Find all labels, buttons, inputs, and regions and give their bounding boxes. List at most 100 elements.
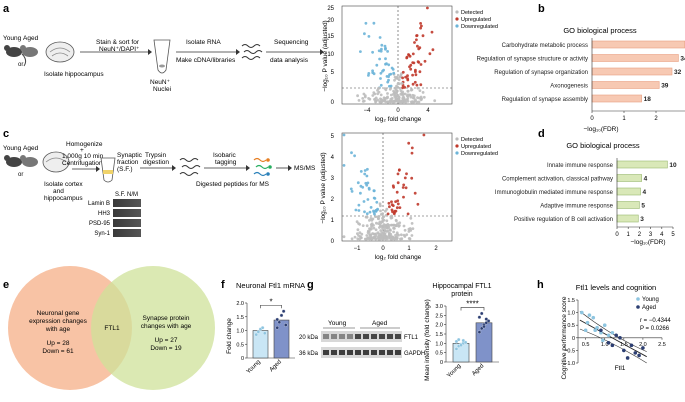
volcano-point [421, 34, 425, 38]
centrifuge-speed-text: 1,000g 10 min [62, 153, 104, 160]
tube-icon-c [100, 157, 116, 183]
panel-b-xlabel: −log₁₀(FDR) [583, 126, 618, 133]
volcano-point [398, 224, 401, 227]
volcano-c-xtick-1: 0 [381, 246, 385, 252]
volcano-point [378, 220, 382, 224]
volcano-point [382, 233, 386, 236]
panel-h-letter: h [537, 279, 544, 291]
volcano-point [367, 97, 370, 100]
volcano-point [389, 100, 393, 103]
h-y-tick-label: 1.0 [567, 311, 575, 317]
volcano-point [399, 237, 402, 241]
aged-label-c: Aged [23, 145, 39, 152]
volcano-a-xtick-0: −4 [364, 108, 372, 114]
y-tick-label: 2.5 [435, 313, 443, 319]
go-b-xtick-label: 0 [590, 116, 594, 122]
volcano-point [393, 95, 397, 98]
volcano-point [350, 237, 354, 241]
arrowhead-c4 [288, 165, 292, 171]
panel-a-letter: a [3, 3, 10, 15]
kda20-label: 20 kDa [299, 335, 319, 341]
sig-bracket [460, 307, 485, 311]
ftl1-band [371, 334, 377, 339]
volcano-point [406, 99, 410, 103]
data-point [277, 320, 282, 324]
venn-left-line-2: with age [45, 326, 71, 333]
volcano-point [407, 141, 411, 145]
tube-icon-a [153, 39, 171, 74]
volcano-point [381, 99, 384, 103]
legend-detected-a: Detected [461, 10, 483, 16]
volcano-point [378, 57, 381, 61]
volcano-point [380, 235, 384, 239]
volcano-point [398, 206, 402, 210]
sig-bracket [260, 304, 282, 309]
volcano-point [386, 212, 390, 216]
aged-label-g: Aged [372, 320, 388, 327]
scatter-point [585, 320, 590, 325]
volcano-point [410, 234, 414, 237]
scatter-point [602, 323, 607, 328]
panel-b: b GO biological process Carbohydrate met… [477, 3, 685, 133]
volcano-c-ytick-1: 1 [331, 218, 335, 224]
volcano-point [392, 226, 395, 230]
volcano-point [384, 209, 387, 213]
legend-detected-marker-c [455, 137, 459, 141]
volcano-point [389, 223, 393, 227]
western-blot-g [321, 331, 402, 358]
panel-g-title-2: protein [451, 291, 473, 298]
panel-g-ylabel: Mean intensity (fold change) [424, 299, 431, 381]
volcano-point [364, 215, 368, 219]
volcano-point [377, 232, 381, 236]
volcano-point [409, 216, 413, 220]
volcano-point [365, 212, 369, 216]
h-y-tick-label: 0.5 [567, 323, 575, 329]
brain-icon-a [45, 41, 75, 63]
panel-h-chart: −1.0 −0.5 0 0.5 1.0 1.5 0.5 1.0 1.5 2.0 2.5 [564, 298, 666, 367]
legend-up-c: Upregulated [461, 144, 491, 150]
synaptic-text: Synaptic [117, 152, 143, 159]
venn-left-line-0: Neuronal gene [37, 310, 80, 317]
group-label: Young [446, 363, 462, 379]
volcano-point [391, 204, 395, 208]
data-point [263, 331, 267, 335]
volcano-c-ytick-5: 5 [331, 134, 335, 140]
legend-down-marker-a [455, 24, 459, 28]
go-d-xtick-label: 4 [660, 232, 664, 238]
volcano-point [401, 86, 404, 90]
volcano-point [390, 97, 394, 100]
volcano-point [408, 237, 411, 240]
volcano-point [378, 202, 382, 206]
volcano-point [380, 43, 384, 47]
tagging-text: tagging [215, 159, 237, 166]
volcano-point [394, 91, 398, 95]
h-x-tick-label: 2.0 [639, 342, 647, 348]
group-label: Aged [269, 359, 283, 373]
hippocampus-text: hippocampus [44, 195, 83, 202]
scatter-point [610, 330, 615, 335]
panel-b-title: GO biological process [563, 26, 637, 35]
panel-c: c Young Aged or Isolate cortex and hippo… [3, 128, 316, 237]
volcano-point [356, 94, 359, 98]
volcano-point [419, 63, 423, 66]
legend-detected-c: Detected [461, 137, 483, 143]
volcano-point [397, 168, 401, 172]
volcano-point [405, 233, 409, 237]
volcano-point [383, 87, 387, 90]
volcano-point [415, 38, 418, 42]
venn-right-up: Up = 27 [155, 337, 178, 344]
digestion-text: digestion [143, 159, 169, 166]
volcano-point [363, 32, 366, 36]
panel-a: a Young Aged or Isolate hippocampus Stai… [3, 3, 324, 93]
legend-up-a: Upregulated [461, 17, 491, 23]
volcano-point [394, 200, 397, 204]
volcano-c-xlabel: log₂ fold change [375, 254, 422, 261]
y-tick-label: 0.5 [435, 351, 443, 357]
volcano-point [370, 236, 374, 240]
panel-f-title: Neuronal Ftl1 mRNA [236, 281, 305, 290]
volcano-point [396, 202, 400, 206]
scatter-point [601, 338, 605, 343]
volcano-c-xtick-3: 2 [434, 246, 438, 252]
gapdh-band [339, 350, 345, 355]
homogenize-text: Homogenize [66, 141, 103, 148]
